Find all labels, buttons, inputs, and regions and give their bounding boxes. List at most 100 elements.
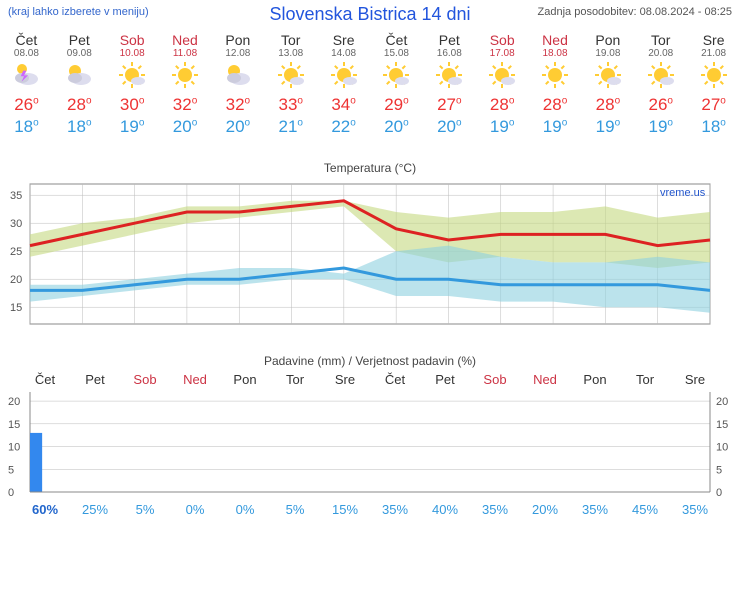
- temp-high: 34o: [317, 91, 370, 115]
- precip-day-label: Pon: [220, 372, 270, 387]
- day-column: Sre21.0827o18o: [687, 28, 740, 141]
- day-date: 11.08: [159, 48, 212, 59]
- day-column: Tor13.0833o21o: [264, 28, 317, 141]
- temp-high: 29o: [370, 91, 423, 115]
- temp-low: 20o: [370, 115, 423, 137]
- day-date: 10.08: [106, 48, 159, 59]
- svg-text:15: 15: [10, 302, 22, 314]
- weather-icon: [0, 59, 53, 91]
- temp-high: 26o: [0, 91, 53, 115]
- temp-low: 18o: [53, 115, 106, 137]
- precip-day-label: Ned: [520, 372, 570, 387]
- temp-high: 28o: [476, 91, 529, 115]
- svg-text:25: 25: [10, 246, 22, 258]
- weather-icon: [529, 59, 582, 91]
- day-column: Sre14.0834o22o: [317, 28, 370, 141]
- temp-high: 32o: [159, 91, 212, 115]
- temp-low: 18o: [687, 115, 740, 137]
- precip-day-label: Sre: [670, 372, 720, 387]
- precip-prob: 0%: [220, 502, 270, 517]
- precip-day-labels: ČetPetSobNedPonTorSreČetPetSobNedPonTorS…: [0, 372, 740, 387]
- precip-day-label: Ned: [170, 372, 220, 387]
- last-update: Zadnja posodobitev: 08.08.2024 - 08:25: [538, 6, 732, 18]
- day-name: Sob: [476, 32, 529, 48]
- weather-icon: [476, 59, 529, 91]
- day-name: Ned: [159, 32, 212, 48]
- temp-high: 26o: [634, 91, 687, 115]
- temperature-section: Temperatura (°C) 1520253035vreme.us: [0, 161, 740, 334]
- svg-text:5: 5: [8, 464, 14, 476]
- svg-text:20: 20: [716, 396, 728, 408]
- precip-prob: 35%: [670, 502, 720, 517]
- svg-text:35: 35: [10, 190, 22, 202]
- day-name: Pet: [53, 32, 106, 48]
- weather-icon: [687, 59, 740, 91]
- header: (kraj lahko izberete v meniju) Slovenska…: [0, 0, 740, 28]
- svg-text:10: 10: [716, 442, 728, 454]
- day-date: 08.08: [0, 48, 53, 59]
- svg-text:0: 0: [716, 487, 722, 497]
- precip-prob-row: 60%25%5%0%0%5%15%35%40%35%20%35%45%35%: [0, 502, 740, 517]
- day-date: 18.08: [529, 48, 582, 59]
- day-column: Pet09.08 28o18o: [53, 28, 106, 141]
- precip-prob: 45%: [620, 502, 670, 517]
- day-name: Tor: [264, 32, 317, 48]
- svg-text:10: 10: [8, 442, 20, 454]
- svg-text:15: 15: [8, 419, 20, 431]
- day-date: 20.08: [634, 48, 687, 59]
- weather-icon: [370, 59, 423, 91]
- day-column: Sob17.08 28o19o: [476, 28, 529, 141]
- precip-chart: 0055101015152020: [0, 387, 740, 497]
- temp-high: 30o: [106, 91, 159, 115]
- weather-icon: [423, 59, 476, 91]
- temp-high: 27o: [423, 91, 476, 115]
- day-date: 09.08: [53, 48, 106, 59]
- temp-low: 19o: [529, 115, 582, 137]
- day-name: Sob: [106, 32, 159, 48]
- svg-text:30: 30: [10, 218, 22, 230]
- day-column: Pet16.0827o20o: [423, 28, 476, 141]
- day-date: 15.08: [370, 48, 423, 59]
- day-date: 16.08: [423, 48, 476, 59]
- day-column: Pon12.0832o20o: [211, 28, 264, 141]
- temp-low: 19o: [476, 115, 529, 137]
- svg-text:5: 5: [716, 464, 722, 476]
- precip-day-label: Pet: [420, 372, 470, 387]
- temp-high: 28o: [53, 91, 106, 115]
- day-name: Čet: [370, 32, 423, 48]
- day-date: 14.08: [317, 48, 370, 59]
- day-column: Tor20.0826o19o: [634, 28, 687, 141]
- weather-icon: [159, 59, 212, 91]
- weather-icon: [53, 59, 106, 91]
- weather-icon: [634, 59, 687, 91]
- temp-high: 33o: [264, 91, 317, 115]
- weather-icon: [106, 59, 159, 91]
- day-date: 19.08: [581, 48, 634, 59]
- day-name: Sre: [317, 32, 370, 48]
- day-name: Pet: [423, 32, 476, 48]
- precip-day-label: Sob: [120, 372, 170, 387]
- day-name: Sre: [687, 32, 740, 48]
- temp-low: 19o: [634, 115, 687, 137]
- weather-icon: [317, 59, 370, 91]
- precip-day-label: Pet: [70, 372, 120, 387]
- weather-icon: [581, 59, 634, 91]
- temp-low: 19o: [106, 115, 159, 137]
- day-name: Pon: [211, 32, 264, 48]
- precip-day-label: Sob: [470, 372, 520, 387]
- precip-prob: 5%: [270, 502, 320, 517]
- precip-section: Padavine (mm) / Verjetnost padavin (%) Č…: [0, 354, 740, 517]
- svg-text:vreme.us: vreme.us: [660, 187, 706, 199]
- weather-icon: [264, 59, 317, 91]
- precip-day-label: Sre: [320, 372, 370, 387]
- precip-day-label: Čet: [370, 372, 420, 387]
- day-date: 21.08: [687, 48, 740, 59]
- day-column: Pon19.0828o19o: [581, 28, 634, 141]
- day-column: Sob10.08 30o19o: [106, 28, 159, 141]
- temp-high: 28o: [529, 91, 582, 115]
- precip-chart-title: Padavine (mm) / Verjetnost padavin (%): [0, 354, 740, 368]
- day-date: 17.08: [476, 48, 529, 59]
- precip-prob: 0%: [170, 502, 220, 517]
- temp-low: 20o: [159, 115, 212, 137]
- precip-prob: 20%: [520, 502, 570, 517]
